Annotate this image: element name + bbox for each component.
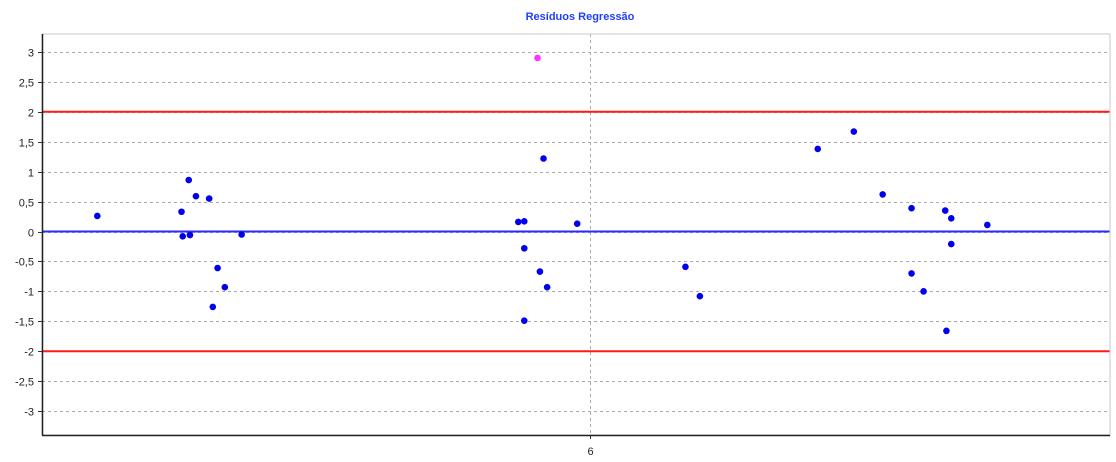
residual-point xyxy=(696,292,704,300)
residual-point xyxy=(879,191,886,198)
residual-point xyxy=(947,215,955,222)
reference-lines xyxy=(42,110,1110,353)
plot-frame xyxy=(41,33,1111,436)
residual-point xyxy=(192,192,200,200)
residual-point xyxy=(94,212,101,220)
residual-point xyxy=(943,327,950,335)
y-tick-label: 1,5 xyxy=(19,138,34,150)
y-tick-label: -0,5 xyxy=(15,257,34,269)
residual-point xyxy=(520,218,528,225)
residual-point xyxy=(850,128,858,135)
outlier-point xyxy=(534,54,541,62)
tick-labels: 3 2,5 2 1,5 1 0,5 0 -0,5 -1 -1,5 -2 -2,5 -3 6 xyxy=(15,48,594,459)
residual-point xyxy=(520,317,528,324)
y-tick-label: 0,5 xyxy=(19,198,34,210)
y-tick-label: 2,5 xyxy=(19,78,34,90)
grid-lines xyxy=(42,34,1110,435)
residual-point xyxy=(209,303,217,311)
chart-title: Resíduos Regressão xyxy=(526,11,635,23)
y-tick-label: 2 xyxy=(28,108,34,120)
y-tick-label: -1,5 xyxy=(15,317,34,329)
y-tick-label: 0 xyxy=(28,228,34,240)
residual-point xyxy=(185,176,193,184)
axes xyxy=(38,33,1111,439)
residual-point xyxy=(205,195,213,202)
residual-point xyxy=(514,218,522,226)
y-tick-label: 1 xyxy=(28,168,34,180)
residual-point xyxy=(682,263,689,271)
residual-point xyxy=(941,207,949,214)
residual-point xyxy=(920,288,927,295)
residual-point xyxy=(214,264,221,272)
residual-point xyxy=(947,240,955,248)
residual-point xyxy=(179,232,187,240)
residual-point xyxy=(536,268,544,275)
residual-point xyxy=(543,283,551,291)
residual-point xyxy=(221,283,229,291)
residual-point xyxy=(540,155,547,162)
residual-point xyxy=(908,270,915,277)
y-tick-label: -1 xyxy=(24,287,34,299)
y-tick-label: -2,5 xyxy=(15,377,34,389)
y-tick-label: 3 xyxy=(28,48,34,60)
data-points xyxy=(94,54,991,335)
y-tick-label: -3 xyxy=(24,407,34,419)
residual-point xyxy=(520,244,528,252)
residual-point xyxy=(814,145,822,153)
residual-point xyxy=(908,204,915,212)
residual-point xyxy=(186,231,194,239)
x-tick-label: 6 xyxy=(587,446,593,458)
y-tick-label: -2 xyxy=(24,347,34,359)
residual-point xyxy=(178,208,185,216)
residual-point xyxy=(238,231,245,238)
residual-point xyxy=(573,220,581,228)
residual-point xyxy=(984,221,991,229)
